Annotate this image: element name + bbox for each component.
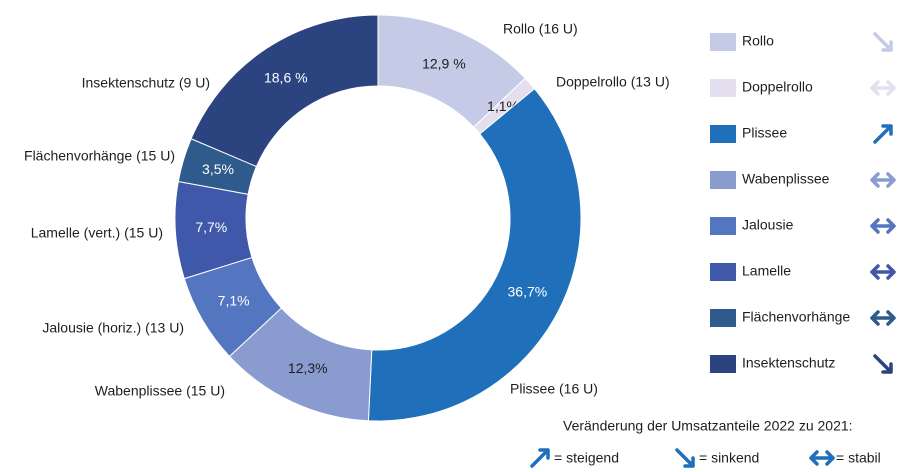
trend-arrow — [530, 448, 550, 468]
legend-swatch — [710, 125, 736, 143]
arrow-shape — [873, 32, 893, 52]
value-label: 12,9 % — [422, 55, 466, 71]
trend-arrow — [809, 450, 835, 466]
slice-label: Insektenschutz (9 U) — [82, 75, 210, 91]
arrow-shape — [873, 354, 893, 374]
arrow-shape — [530, 448, 550, 468]
trend-arrow — [873, 124, 893, 144]
legend-label: Doppelrollo — [742, 79, 813, 95]
trend-key-label: = sinkend — [699, 450, 759, 466]
slice-label: Rollo (16 U) — [503, 21, 578, 37]
trend-arrow — [870, 80, 896, 96]
legend-swatch — [710, 263, 736, 281]
arrow-shape — [873, 124, 893, 144]
slice-label: Plissee (16 U) — [510, 381, 598, 397]
trend-arrow — [870, 264, 896, 280]
slice-label: Flächenvorhänge (15 U) — [24, 148, 175, 164]
legend-label: Jalousie — [742, 217, 794, 233]
legend-swatch — [710, 79, 736, 97]
trend-arrow — [873, 354, 893, 374]
legend-swatch — [710, 33, 736, 51]
legend-swatch — [710, 171, 736, 189]
legend-label: Flächenvorhänge — [742, 309, 850, 325]
legend-label: Insektenschutz — [742, 355, 835, 371]
trend-key-label: = steigend — [554, 450, 619, 466]
legend-label: Rollo — [742, 33, 774, 49]
arrow-shape — [870, 218, 896, 234]
legend-swatch — [710, 217, 736, 235]
arrow-shape — [870, 80, 896, 96]
legend-swatch — [710, 355, 736, 373]
slice-label: Doppelrollo (13 U) — [556, 74, 670, 90]
arrow-shape — [870, 172, 896, 188]
slice-label: Jalousie (horiz.) (13 U) — [42, 320, 184, 336]
trend-arrow — [873, 32, 893, 52]
trend-arrow — [675, 448, 695, 468]
arrow-shape — [870, 310, 896, 326]
value-label: 36,7% — [508, 283, 548, 299]
legend-label: Wabenplissee — [742, 171, 830, 187]
value-label: 7,1% — [218, 293, 250, 309]
donut-slice — [367, 88, 582, 422]
arrow-shape — [675, 448, 695, 468]
arrow-shape — [870, 264, 896, 280]
slice-label: Wabenplissee (15 U) — [95, 383, 225, 399]
value-label: 3,5% — [202, 161, 234, 177]
value-label: 12,3% — [288, 360, 328, 376]
donut-slice — [190, 14, 379, 168]
trend-key-title: Veränderung der Umsatzanteile 2022 zu 20… — [563, 418, 853, 434]
value-label: 18,6 % — [264, 69, 308, 85]
trend-key-label: = stabil — [836, 450, 881, 466]
slice-label: Lamelle (vert.) (15 U) — [31, 225, 163, 241]
trend-arrow — [870, 218, 896, 234]
trend-arrow — [870, 310, 896, 326]
legend-swatch — [710, 309, 736, 327]
legend-label: Plissee — [742, 125, 787, 141]
value-label: 7,7% — [195, 219, 227, 235]
trend-arrow — [870, 172, 896, 188]
arrow-shape — [809, 450, 835, 466]
legend-label: Lamelle — [742, 263, 791, 279]
